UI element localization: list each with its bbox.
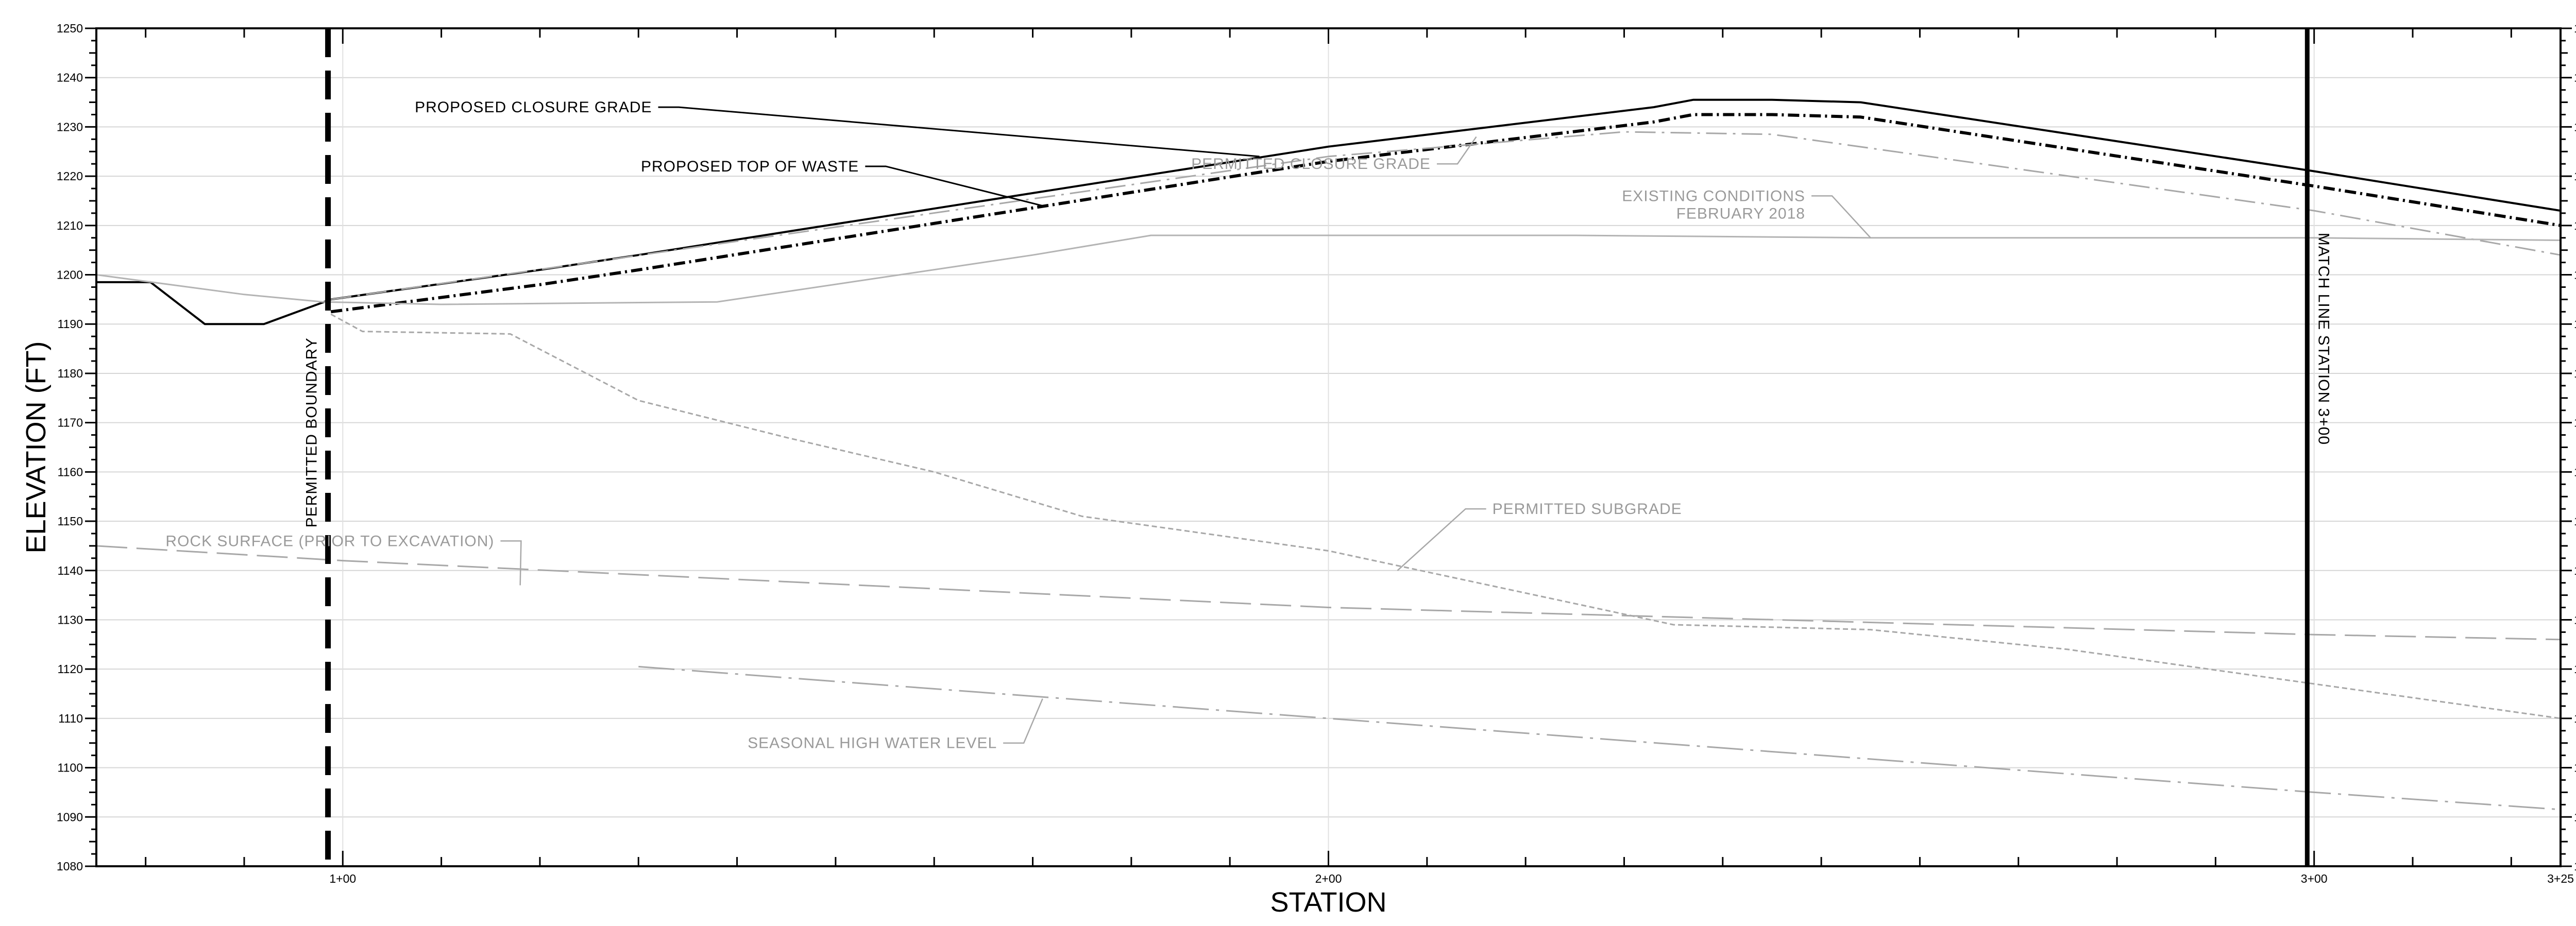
grid — [96, 28, 2561, 867]
callout-leader-5 — [500, 540, 522, 586]
y-tick-label-left: 1090 — [57, 810, 83, 824]
y-tick-label-left: 1180 — [58, 367, 83, 380]
callouts: PROPOSED CLOSURE GRADE PROPOSED TOP OF WA… — [165, 99, 1871, 752]
callout-label-4: PERMITTED SUBGRADE — [1493, 501, 1682, 518]
x-tick-label: 3+25 — [2547, 872, 2574, 885]
y-tick-label-right: 1150 — [2574, 515, 2576, 528]
y-axis-title-left: ELEVATION (FT) — [21, 341, 52, 553]
y-tick-label-left: 1120 — [58, 662, 83, 676]
y-tick-label-right: 1080 — [2574, 860, 2576, 873]
callout-label-6: SEASONAL HIGH WATER LEVEL — [748, 735, 997, 752]
x-tick-label: 2+00 — [1315, 872, 1342, 885]
y-tick-label-left: 1210 — [57, 219, 83, 232]
x-tick-label: 1+00 — [329, 872, 356, 885]
y-tick-label-right: 1140 — [2574, 564, 2576, 577]
y-tick-label-left: 1220 — [57, 169, 83, 183]
y-tick-label-left: 1250 — [57, 22, 83, 35]
y-tick-label-right: 1130 — [2574, 613, 2576, 626]
y-tick-label-left: 1150 — [58, 515, 83, 528]
y-tick-label-left: 1100 — [58, 761, 83, 775]
x-axis-title: STATION — [1270, 887, 1387, 918]
y-tick-label-left: 1200 — [57, 268, 83, 282]
callout-leader-4 — [1397, 508, 1486, 571]
series-line-2 — [331, 131, 2561, 300]
axis-ticks: 1080 1080 1090 1090 1100 1100 1110 1110 1120 1120… — [57, 22, 2576, 885]
y-tick-label-right: 1170 — [2574, 416, 2576, 430]
series-line-5 — [96, 545, 2561, 641]
y-tick-label-right: 1200 — [2574, 268, 2576, 282]
y-tick-label-right: 1110 — [2574, 712, 2576, 725]
y-tick-label-right: 1210 — [2574, 219, 2576, 232]
callout-label-3: EXISTING CONDITIONS — [1622, 187, 1805, 204]
callout-leader-3 — [1811, 195, 1871, 238]
x-tick-label: 3+00 — [2301, 872, 2328, 885]
y-tick-label-right: 1240 — [2574, 71, 2576, 84]
vertical-markers: PERMITTED BOUNDARY MATCH LINE STATION 3+0… — [303, 28, 2332, 866]
plot-frame — [95, 27, 2562, 867]
y-tick-label-left: 1240 — [57, 71, 83, 84]
callout-label-2: PERMITTED CLOSURE GRADE — [1191, 156, 1431, 173]
series-line-4 — [330, 313, 2561, 719]
y-tick-label-right: 1250 — [2574, 22, 2576, 35]
callout-leader-1 — [865, 165, 1043, 207]
callout-label-3-line2: FEBRUARY 2018 — [1676, 205, 1805, 222]
y-tick-label-right: 1100 — [2574, 761, 2576, 775]
y-tick-label-left: 1110 — [58, 712, 83, 725]
series-line-1 — [330, 113, 2561, 314]
y-tick-label-right: 1120 — [2574, 662, 2576, 676]
y-tick-label-right: 1160 — [2574, 465, 2576, 478]
y-tick-label-right: 1220 — [2574, 169, 2576, 183]
vertical-marker-label-1: MATCH LINE STATION 3+00 — [2315, 233, 2332, 445]
y-tick-label-left: 1080 — [57, 860, 83, 873]
y-tick-label-left: 1190 — [58, 317, 83, 331]
y-tick-label-left: 1160 — [58, 465, 83, 478]
profile-lines — [96, 98, 2561, 811]
y-tick-label-left: 1140 — [58, 564, 83, 577]
series-line-6 — [638, 665, 2561, 811]
callout-leader-6 — [1003, 698, 1043, 744]
callout-leader-0 — [658, 106, 1260, 158]
y-tick-label-right: 1190 — [2574, 317, 2576, 331]
callout-leader-2 — [1436, 136, 1477, 165]
vertical-marker-label-0: PERMITTED BOUNDARY — [303, 337, 320, 527]
callout-label-0: PROPOSED CLOSURE GRADE — [415, 99, 652, 116]
y-tick-label-left: 1130 — [58, 613, 83, 626]
series-line-3 — [96, 234, 2561, 305]
callout-label-5: ROCK SURFACE (PRIOR TO EXCAVATION) — [165, 533, 494, 550]
y-tick-label-right: 1090 — [2574, 810, 2576, 824]
callout-label-1: PROPOSED TOP OF WASTE — [641, 158, 859, 175]
y-tick-label-right: 1180 — [2574, 367, 2576, 380]
y-tick-label-right: 1230 — [2574, 120, 2576, 133]
series-line-0 — [96, 98, 2561, 325]
y-tick-label-left: 1170 — [58, 416, 83, 430]
y-tick-label-left: 1230 — [57, 120, 83, 133]
